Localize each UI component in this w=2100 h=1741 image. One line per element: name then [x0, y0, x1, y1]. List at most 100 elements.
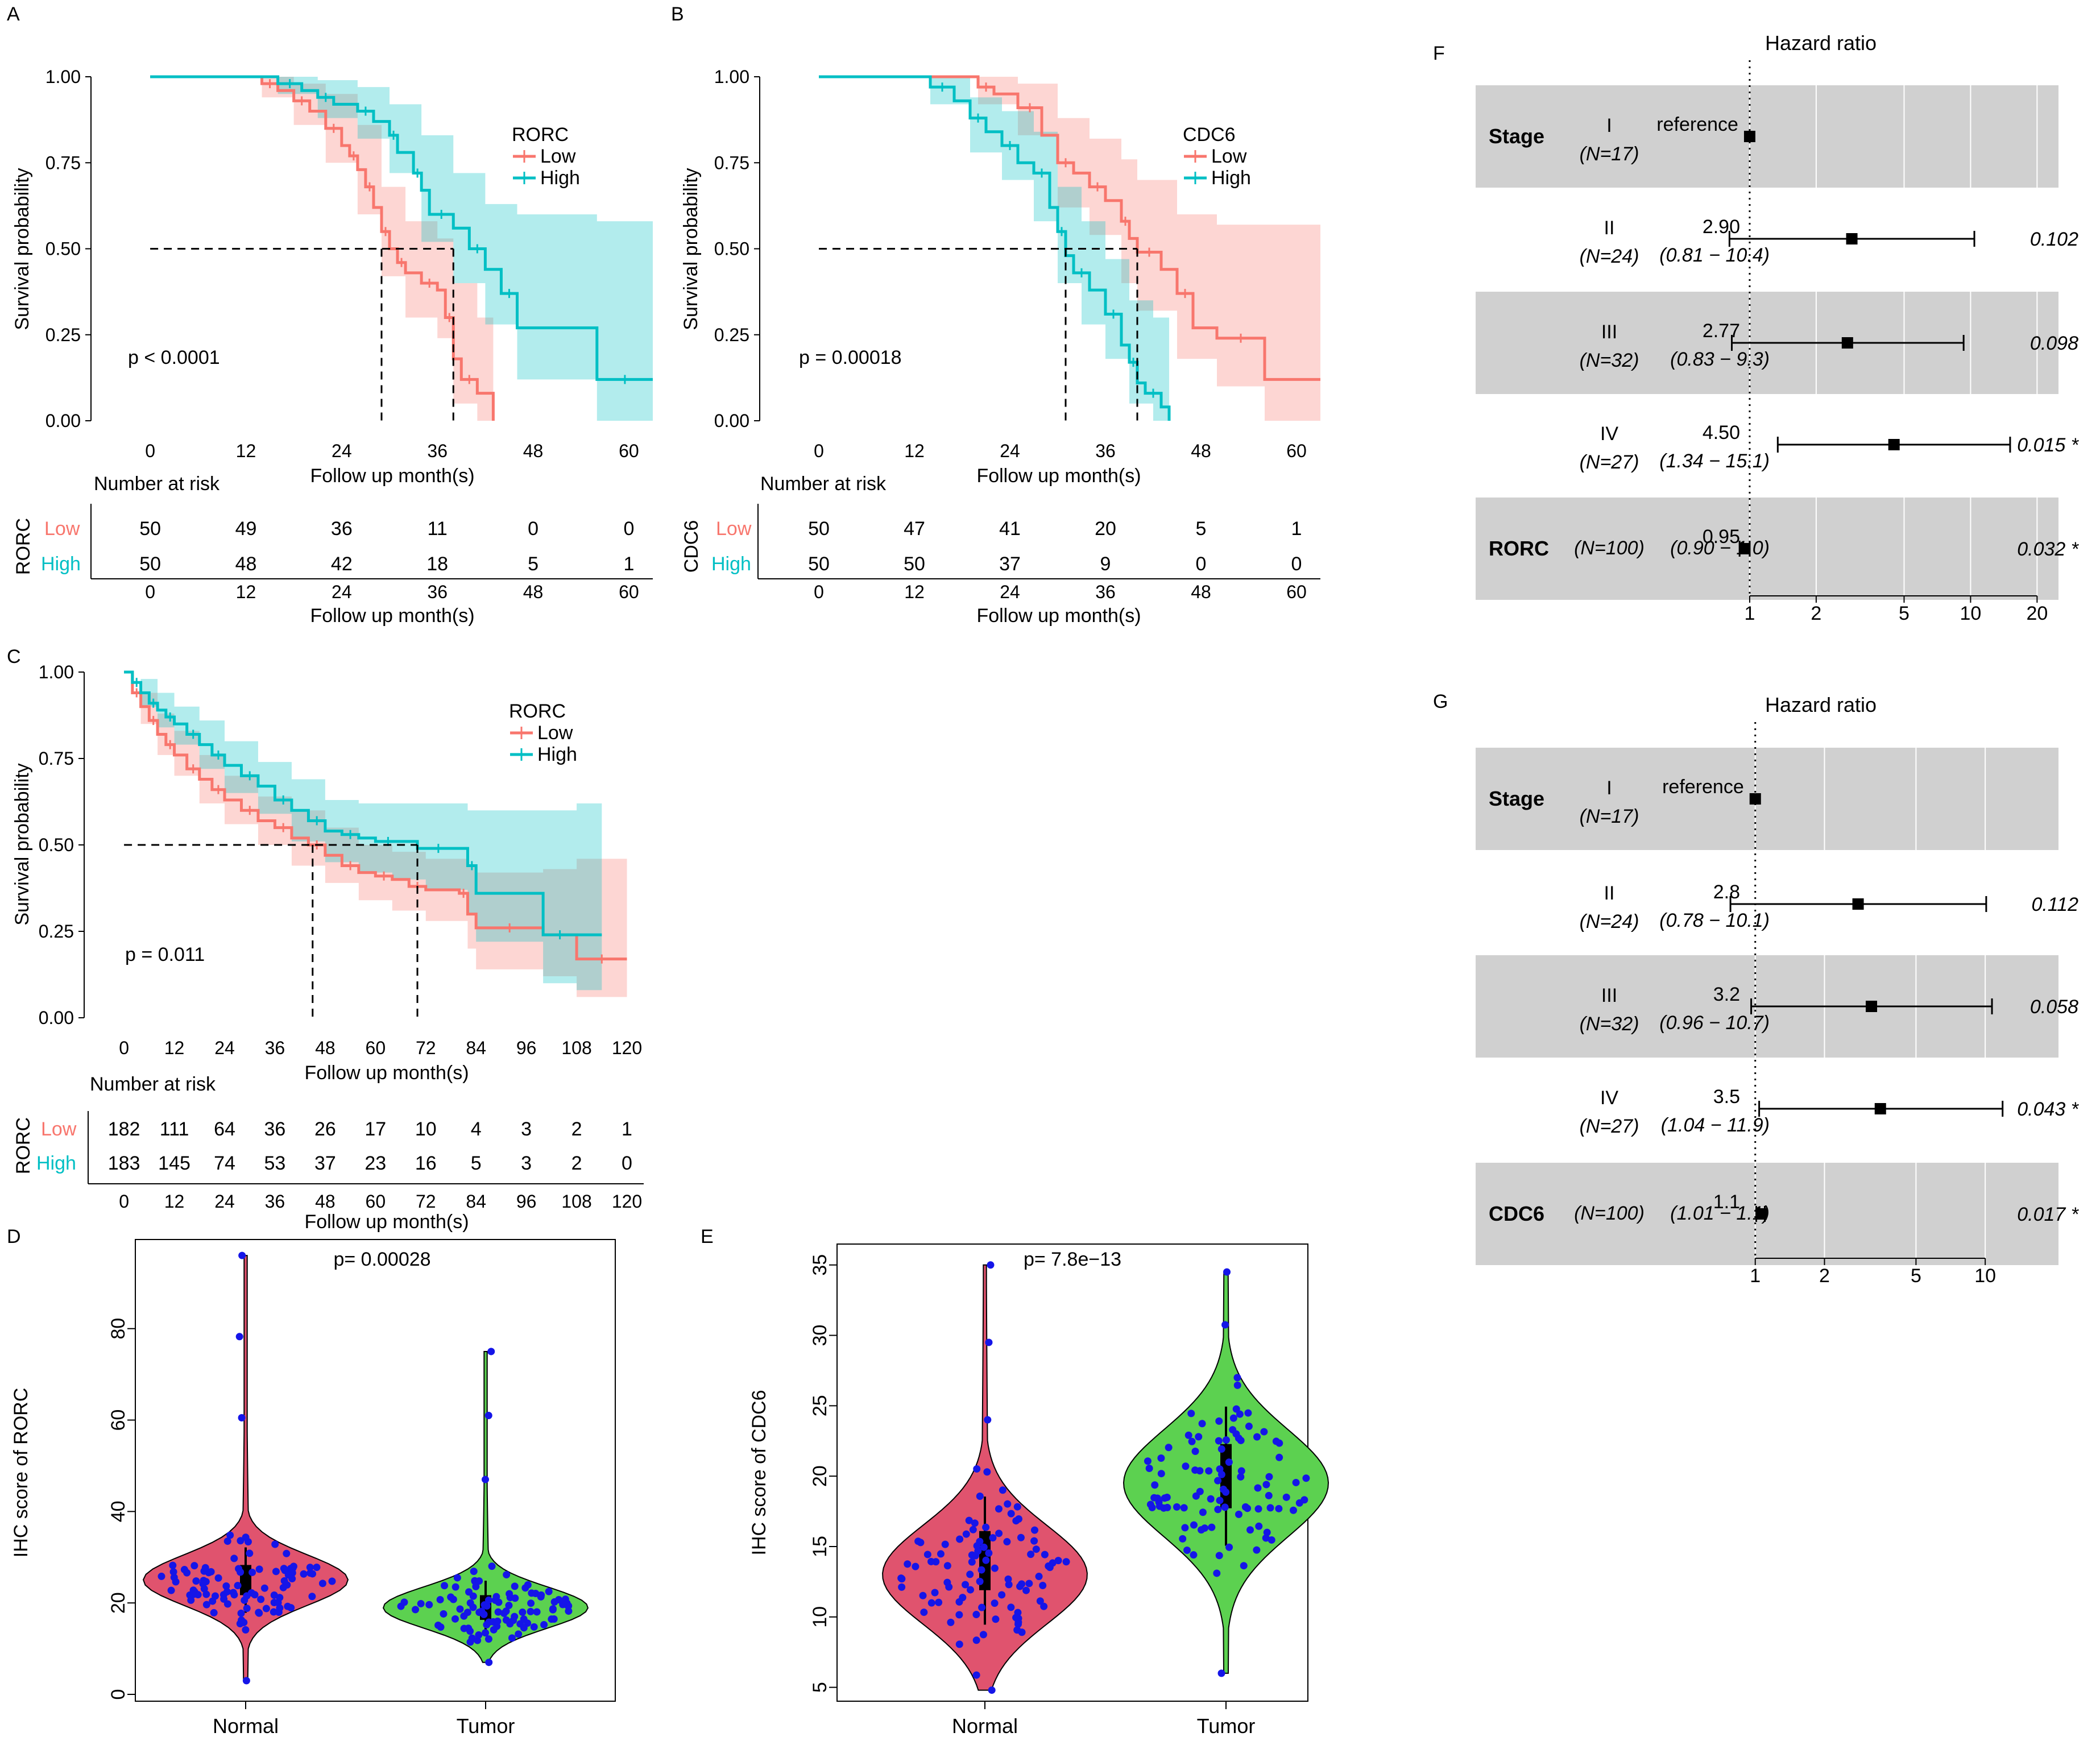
data-point — [472, 1582, 480, 1590]
risk-x-tick-label: 36 — [1095, 582, 1116, 602]
data-point — [506, 1620, 514, 1628]
risk-x-axis-title: Follow up month(s) — [310, 605, 474, 627]
risk-table-title: Number at risk — [90, 1073, 216, 1095]
x-tick-label: 2 — [1811, 603, 1821, 624]
data-point — [230, 1555, 238, 1562]
data-point — [1199, 1508, 1207, 1516]
risk-x-tick-label: 48 — [1191, 582, 1211, 602]
data-point — [1014, 1620, 1022, 1628]
n-label: (N=27) — [1580, 1116, 1639, 1137]
risk-count: 49 — [235, 518, 257, 540]
data-point — [1179, 1535, 1187, 1543]
data-point — [481, 1475, 489, 1483]
n-label: (N=100) — [1574, 537, 1645, 559]
x-tick-label: 48 — [523, 441, 544, 461]
risk-count: 0 — [528, 518, 539, 540]
data-point — [991, 1599, 999, 1607]
y-tick-label: 60 — [107, 1410, 129, 1431]
x-tick-label: 1 — [1744, 603, 1755, 624]
risk-x-axis-title: Follow up month(s) — [976, 605, 1141, 627]
risk-count: 74 — [214, 1153, 235, 1174]
violin-panel-D: D 0 20 40 60 80 IHC score of RORC p= 0.00028 Nor… — [7, 1226, 616, 1738]
data-point — [1198, 1526, 1206, 1534]
data-point — [1223, 1268, 1231, 1276]
hr-value: 4.50 — [1703, 422, 1740, 443]
risk-x-tick-label: 48 — [523, 582, 544, 602]
data-point — [985, 1338, 993, 1346]
data-point — [1233, 1381, 1241, 1389]
data-point — [511, 1594, 519, 1602]
risk-count: 42 — [331, 553, 353, 575]
risk-x-tick-label: 36 — [265, 1191, 285, 1212]
data-point — [1151, 1481, 1159, 1489]
hr-point — [1866, 1001, 1878, 1012]
data-point — [1222, 1488, 1230, 1496]
hr-point — [1749, 793, 1761, 805]
data-point — [1007, 1510, 1015, 1518]
ci-value: (0.96 − 10.7) — [1659, 1012, 1770, 1034]
data-point — [271, 1540, 279, 1548]
data-point — [192, 1577, 200, 1585]
x-tick-label: 10 — [1960, 603, 1981, 624]
data-point — [226, 1531, 234, 1539]
data-point — [917, 1539, 925, 1547]
risk-count: 2 — [571, 1153, 582, 1174]
data-point — [1254, 1484, 1262, 1492]
data-point — [1003, 1538, 1011, 1546]
x-tick-label: 10 — [1974, 1265, 1996, 1287]
data-point — [1035, 1573, 1043, 1581]
data-point — [502, 1607, 510, 1615]
y-tick-label: 40 — [107, 1500, 129, 1522]
data-point — [279, 1584, 287, 1591]
data-point — [955, 1598, 963, 1606]
data-point — [1039, 1581, 1047, 1589]
risk-count: 0 — [1291, 553, 1302, 575]
ci-band-high — [819, 77, 1169, 421]
hr-value: 2.90 — [1703, 216, 1740, 238]
data-point — [1004, 1500, 1012, 1508]
data-point — [898, 1583, 906, 1591]
x-tick-label: 24 — [1000, 441, 1020, 461]
data-point — [549, 1606, 557, 1614]
legend-item-low: Low — [1211, 146, 1247, 167]
data-point — [987, 1261, 995, 1269]
data-point — [447, 1593, 455, 1601]
data-point — [255, 1565, 263, 1573]
data-point — [976, 1492, 984, 1500]
data-point — [1041, 1551, 1049, 1558]
data-point — [460, 1612, 468, 1620]
data-point — [1244, 1409, 1252, 1417]
data-point — [465, 1588, 473, 1596]
panel-label: D — [7, 1226, 21, 1247]
data-point — [524, 1581, 532, 1589]
km-panel-A: A 0.00 0.25 0.50 0.75 1.00 Survival probabilit… — [7, 3, 653, 627]
data-point — [456, 1605, 464, 1613]
data-point — [276, 1594, 284, 1602]
data-point — [400, 1598, 408, 1606]
risk-x-axis-title: Follow up month(s) — [304, 1211, 469, 1233]
data-point — [1272, 1437, 1280, 1445]
data-point — [169, 1568, 177, 1576]
risk-x-tick-label: 96 — [516, 1191, 537, 1212]
risk-count: 16 — [415, 1153, 437, 1174]
data-point — [962, 1530, 970, 1538]
ci-band-low — [819, 77, 1320, 421]
data-point — [482, 1629, 490, 1637]
data-point — [1253, 1433, 1261, 1441]
data-point — [1214, 1506, 1222, 1514]
data-point — [222, 1582, 230, 1590]
risk-row-name-high: High — [711, 553, 751, 575]
n-label: (N=32) — [1580, 350, 1639, 371]
data-point — [965, 1516, 973, 1524]
p-value: 0.098 — [2030, 333, 2078, 354]
hr-value: 2.77 — [1703, 320, 1740, 342]
data-point — [212, 1592, 219, 1600]
data-point — [527, 1599, 535, 1607]
risk-count: 50 — [808, 553, 830, 575]
ci-band-high — [124, 672, 602, 990]
y-tick-label: 0.75 — [714, 152, 749, 173]
data-point — [503, 1571, 511, 1579]
x-tick-label: 5 — [1899, 603, 1910, 624]
data-point — [483, 1602, 491, 1610]
data-point — [1205, 1467, 1213, 1475]
